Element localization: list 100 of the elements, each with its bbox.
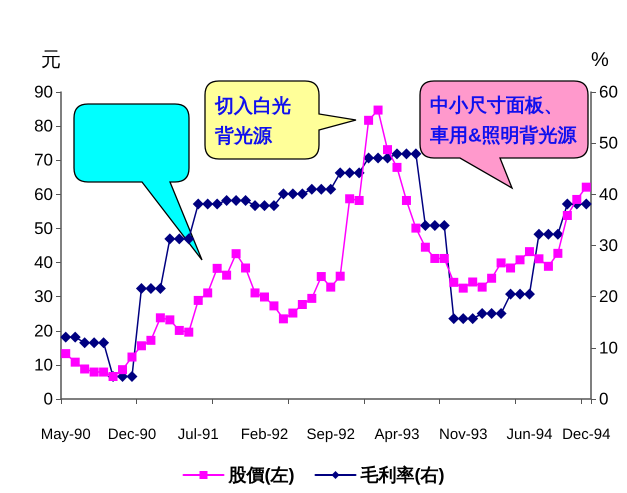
- y-tick-label: 0: [44, 390, 53, 408]
- point: [505, 288, 516, 300]
- point: [306, 184, 318, 195]
- point: [146, 336, 156, 345]
- point: [61, 349, 70, 358]
- point: [174, 326, 184, 335]
- point: [524, 247, 534, 256]
- y-tick-label: 40: [34, 253, 53, 272]
- point: [145, 282, 156, 294]
- point: [542, 228, 554, 240]
- point: [90, 368, 99, 377]
- point: [212, 198, 223, 210]
- point: [80, 364, 90, 374]
- point: [496, 258, 506, 268]
- point: [278, 314, 288, 324]
- point: [287, 188, 298, 200]
- point: [486, 308, 498, 320]
- point: [506, 264, 516, 273]
- x-tick-label: Jul-91: [178, 426, 219, 443]
- point: [184, 328, 194, 337]
- point: [258, 200, 270, 212]
- point: [363, 152, 374, 164]
- point: [448, 313, 460, 324]
- point: [440, 254, 449, 263]
- point: [572, 194, 582, 204]
- x-tick-label: Jun-94: [506, 426, 552, 443]
- point: [544, 262, 553, 271]
- y-axis-title: 元: [41, 49, 61, 71]
- point: [391, 148, 402, 160]
- point: [99, 368, 108, 377]
- point: [374, 106, 383, 115]
- point: [496, 308, 507, 320]
- y2-tick-label: 0: [599, 390, 608, 408]
- point: [126, 370, 138, 382]
- point: [383, 145, 392, 154]
- point: [307, 294, 316, 303]
- point: [221, 194, 232, 206]
- point: [164, 233, 176, 244]
- y-tick-label: 90: [34, 82, 53, 102]
- point: [364, 116, 374, 125]
- point: [344, 167, 356, 178]
- y-tick-label: 50: [34, 218, 53, 238]
- point: [420, 220, 431, 232]
- point: [534, 254, 544, 264]
- point: [449, 278, 458, 287]
- point: [410, 148, 422, 160]
- y2-tick-label: 10: [599, 338, 618, 358]
- point: [250, 288, 260, 298]
- point: [458, 284, 468, 293]
- point: [165, 315, 174, 324]
- point: [476, 308, 488, 320]
- x-tick-label: May-90: [40, 426, 91, 443]
- x-tick-label: Dec-94: [562, 426, 610, 443]
- point: [516, 255, 525, 264]
- annotation: 中小尺寸面板、車用&照明背光源: [429, 94, 578, 146]
- y2-axis-title: %: [591, 49, 609, 71]
- y2-tick-label: 60: [599, 82, 618, 102]
- y-tick-label: 80: [34, 116, 53, 136]
- point: [552, 228, 564, 240]
- point: [562, 198, 573, 210]
- point: [298, 300, 307, 310]
- point: [316, 272, 326, 282]
- y2-tick-label: 50: [599, 134, 618, 153]
- point: [98, 337, 110, 348]
- point: [411, 224, 420, 233]
- point: [372, 152, 384, 164]
- point: [458, 313, 469, 324]
- y2-tick-label: 30: [599, 236, 618, 255]
- x-tick-label: Sep-92: [306, 426, 355, 443]
- point: [345, 194, 354, 204]
- point: [240, 194, 252, 206]
- y-tick-label: 20: [34, 321, 53, 340]
- x-tick-label: Apr-93: [374, 426, 420, 443]
- point: [269, 301, 278, 310]
- point: [70, 358, 80, 367]
- point: [392, 162, 402, 172]
- x-tick-label: Feb-92: [240, 426, 288, 443]
- point: [582, 182, 591, 192]
- point: [334, 167, 346, 178]
- annotation: 切入白光背光源: [214, 95, 291, 147]
- point: [250, 200, 261, 212]
- point: [524, 288, 535, 300]
- y2-tick-label: 20: [599, 287, 618, 306]
- point: [487, 274, 496, 283]
- point: [296, 188, 308, 200]
- point: [438, 220, 450, 232]
- point: [553, 248, 562, 258]
- point: [326, 282, 336, 292]
- y2-tick-label: 40: [599, 184, 618, 204]
- point: [60, 332, 72, 343]
- x-tick-label: Dec-90: [108, 426, 156, 443]
- point: [400, 148, 412, 160]
- point: [194, 296, 203, 305]
- point: [136, 282, 147, 294]
- y-tick-label: 10: [34, 355, 53, 374]
- point: [325, 184, 336, 195]
- legend-label: 毛利率(右): [360, 465, 444, 485]
- point: [260, 292, 269, 302]
- point: [230, 194, 242, 206]
- point: [136, 341, 146, 350]
